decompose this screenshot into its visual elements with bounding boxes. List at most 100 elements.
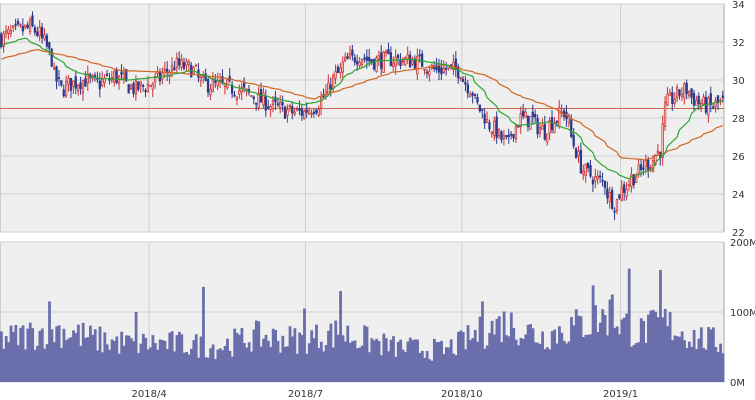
volume-bar bbox=[310, 330, 314, 382]
volume-bar bbox=[478, 316, 482, 382]
volume-bar bbox=[432, 338, 436, 382]
candle-body bbox=[60, 80, 63, 86]
candle-body bbox=[291, 106, 294, 114]
volume-bar bbox=[312, 338, 316, 382]
candle-body bbox=[541, 125, 544, 130]
volume-bar bbox=[562, 340, 566, 382]
candle-body bbox=[267, 106, 270, 109]
volume-bar bbox=[156, 349, 160, 382]
candle-body bbox=[680, 93, 684, 97]
candle-body bbox=[339, 67, 342, 73]
volume-bar bbox=[351, 341, 354, 382]
candle-body bbox=[86, 73, 89, 84]
candle-body bbox=[216, 80, 219, 87]
candle-body bbox=[28, 19, 32, 33]
candle-body bbox=[536, 118, 539, 135]
volume-bar bbox=[567, 341, 571, 382]
candle-body bbox=[81, 80, 85, 94]
volume-bar bbox=[50, 329, 54, 382]
candle-body bbox=[481, 109, 484, 111]
candle-body bbox=[589, 165, 592, 177]
moving-average-short bbox=[1, 37, 723, 180]
candle-body bbox=[286, 109, 289, 116]
volume-bar bbox=[55, 326, 59, 382]
candle-body bbox=[490, 131, 494, 135]
candle-body bbox=[550, 117, 554, 131]
candle-body bbox=[45, 35, 49, 47]
x-tick-label: 2019/1 bbox=[603, 389, 638, 400]
candle-body bbox=[238, 90, 241, 95]
candle-body bbox=[170, 64, 174, 71]
candle-body bbox=[206, 79, 210, 93]
volume-bar bbox=[86, 337, 90, 382]
candle-body bbox=[440, 67, 443, 75]
candle-body bbox=[485, 119, 489, 123]
volume-bar bbox=[697, 338, 701, 382]
volume-bar bbox=[233, 328, 237, 382]
candle-body bbox=[144, 90, 147, 93]
candle-body bbox=[687, 90, 691, 96]
volume-bar bbox=[695, 348, 698, 382]
candle-body bbox=[233, 94, 236, 97]
candle-body bbox=[671, 92, 674, 104]
candle-body bbox=[712, 106, 715, 109]
volume-bar bbox=[43, 348, 47, 382]
candle-body bbox=[620, 187, 623, 201]
volume-bar bbox=[678, 336, 682, 382]
volume-bar bbox=[591, 285, 595, 382]
candle-body bbox=[48, 42, 51, 49]
candle-body bbox=[146, 84, 150, 93]
candle-body bbox=[502, 135, 506, 139]
volume-bar bbox=[683, 340, 686, 382]
candle-body bbox=[411, 59, 414, 65]
candle-body bbox=[283, 106, 287, 119]
candle-body bbox=[615, 198, 619, 211]
candle-body bbox=[84, 78, 87, 87]
volume-bar bbox=[165, 349, 169, 382]
candle-body bbox=[425, 71, 429, 74]
candle-body bbox=[466, 84, 469, 94]
volume-bar bbox=[505, 335, 508, 382]
volume-bar bbox=[88, 325, 92, 382]
candle-body bbox=[721, 95, 724, 98]
volume-bar bbox=[276, 340, 280, 382]
candle-body bbox=[399, 58, 402, 67]
volume-bar bbox=[2, 348, 6, 382]
volume-bar bbox=[380, 355, 383, 382]
candle-body bbox=[274, 96, 277, 103]
candle-body bbox=[495, 116, 498, 139]
volume-bar bbox=[574, 309, 578, 382]
candle-body bbox=[649, 166, 652, 169]
candle-body bbox=[457, 66, 460, 79]
volume-bar bbox=[72, 330, 75, 382]
candle-body bbox=[72, 80, 75, 87]
candle-body bbox=[134, 80, 138, 95]
candle-body bbox=[360, 58, 364, 65]
volume-bar bbox=[129, 338, 133, 382]
volume-bar bbox=[266, 340, 270, 382]
volume-bar bbox=[389, 339, 393, 382]
candle-body bbox=[598, 175, 602, 178]
volume-bar bbox=[204, 357, 208, 382]
candle-body bbox=[55, 66, 58, 82]
volume-bar bbox=[279, 352, 282, 382]
candle-body bbox=[209, 88, 212, 96]
candle-body bbox=[661, 123, 664, 158]
candle-body bbox=[317, 108, 320, 116]
candle-body bbox=[252, 96, 255, 100]
volume-bar bbox=[416, 339, 419, 382]
volume-bar bbox=[509, 312, 513, 382]
candle-body bbox=[476, 97, 479, 103]
volume-bar bbox=[76, 324, 80, 382]
candle-body bbox=[473, 94, 477, 97]
volume-bar bbox=[485, 345, 489, 382]
volume-bar bbox=[423, 357, 427, 382]
candle-body bbox=[327, 82, 330, 95]
candle-body bbox=[214, 80, 217, 83]
volume-bar bbox=[558, 326, 561, 382]
volume-bar bbox=[286, 346, 290, 382]
volume-bar bbox=[214, 359, 217, 382]
volume-bar bbox=[38, 330, 42, 382]
volume-bar bbox=[644, 342, 648, 382]
price-tick-label: 34 bbox=[732, 0, 745, 11]
